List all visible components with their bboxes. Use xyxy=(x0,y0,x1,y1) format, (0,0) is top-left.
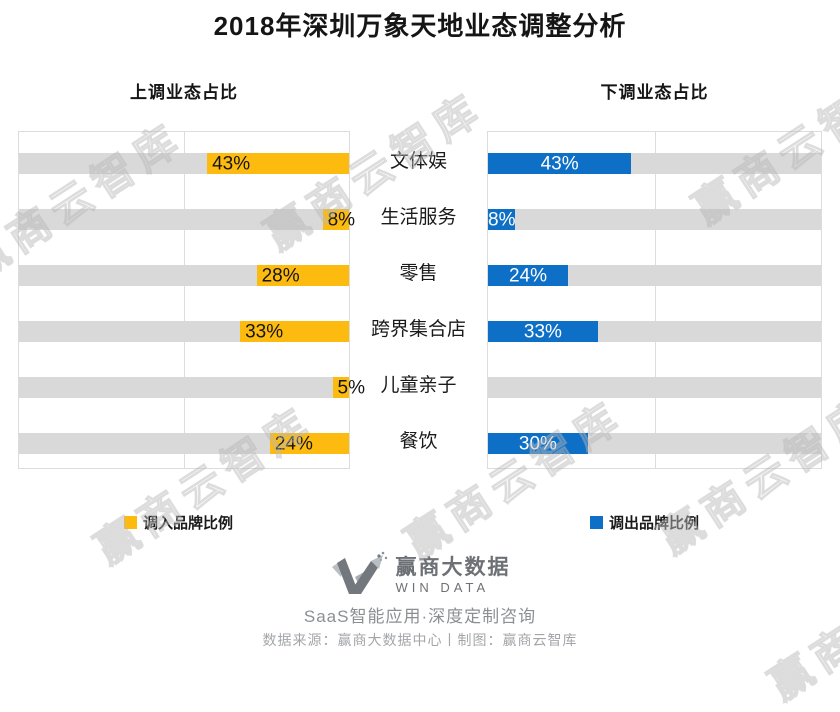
in-bar: 33% xyxy=(240,321,349,342)
left-row: 5% xyxy=(19,356,365,412)
bar-track: 28% xyxy=(19,265,349,286)
out-bar: 8% xyxy=(488,209,515,230)
chart-title: 2018年深圳万象天地业态调整分析 xyxy=(213,11,627,41)
in-bar: 43% xyxy=(207,153,349,174)
bar-value-label: 8% xyxy=(488,209,516,230)
brand-name-en: WIN DATA xyxy=(395,580,490,596)
bar-value-label: 30% xyxy=(518,433,557,454)
category-column: 文体娱生活服务零售跨界集合店儿童亲子餐饮 xyxy=(350,131,487,469)
right-row: 24% xyxy=(488,244,821,300)
category-row: 餐饮 xyxy=(350,411,487,467)
right-row: 8% xyxy=(488,188,821,244)
category-row: 生活服务 xyxy=(350,187,487,243)
legend-label: 调入品牌比例 xyxy=(143,515,234,532)
bar-track: 43% xyxy=(488,153,821,174)
bar-track: 43% xyxy=(19,153,349,174)
bar-value-label: 24% xyxy=(274,433,313,454)
bar-value-label: 33% xyxy=(245,321,284,342)
legend-item-out: 调出品牌比例 xyxy=(590,512,699,533)
category-row: 零售 xyxy=(350,243,487,299)
in-bar: 8% xyxy=(322,209,355,230)
left-row: 28% xyxy=(19,244,349,300)
category-row: 儿童亲子 xyxy=(350,355,487,411)
out-bar: 24% xyxy=(488,265,568,286)
bar-value-label: 43% xyxy=(212,153,251,174)
category-label: 跨界集合店 xyxy=(370,319,466,340)
category-row: 跨界集合店 xyxy=(350,299,487,355)
bar-track: 33% xyxy=(488,321,821,342)
legend-label: 调出品牌比例 xyxy=(609,515,700,532)
left-row: 33% xyxy=(19,300,349,356)
right-row: 33% xyxy=(488,300,821,356)
legend-item-in: 调入品牌比例 xyxy=(124,512,233,533)
bar-track: 24% xyxy=(488,265,821,286)
right-row: 43% xyxy=(488,132,821,188)
win-data-logo-icon xyxy=(330,550,388,603)
legend-swatch-blue xyxy=(590,516,603,529)
out-bar: 43% xyxy=(488,153,632,174)
bar-value-label: 33% xyxy=(523,321,562,342)
bar-track: 30% xyxy=(488,433,821,454)
brand-tagline: SaaS智能应用·深度定制咨询 xyxy=(303,607,537,626)
right-axis-header: 下调业态占比 xyxy=(600,83,709,102)
left-row: 24% xyxy=(19,412,349,468)
legend-swatch-yellow xyxy=(124,516,137,529)
category-label: 文体娱 xyxy=(389,151,447,172)
bar-track: 8% xyxy=(19,209,355,230)
data-source-line: 数据来源：赢商大数据中心丨制图：赢商云智库 xyxy=(262,632,578,648)
in-bar: 28% xyxy=(256,265,349,286)
brand-block: 赢商大数据 WIN DATA xyxy=(0,548,840,604)
out-bar: 33% xyxy=(488,321,598,342)
bar-track: 33% xyxy=(19,321,349,342)
bar-value-label: 24% xyxy=(508,265,547,286)
bar-value-label: 43% xyxy=(540,153,579,174)
bar-track: 5% xyxy=(19,377,365,398)
left-plot: 43% 8% 28% 33% 5% 24% xyxy=(18,131,365,469)
in-bar: 24% xyxy=(269,433,349,454)
category-label: 餐饮 xyxy=(399,431,438,452)
bar-track xyxy=(488,377,821,398)
left-axis-header: 上调业态占比 xyxy=(130,83,238,102)
bar-track: 8% xyxy=(488,209,821,230)
category-row: 文体娱 xyxy=(350,131,487,187)
left-row: 43% xyxy=(19,132,349,188)
category-label: 零售 xyxy=(399,263,438,284)
brand-name-cn: 赢商大数据 xyxy=(395,556,511,580)
left-row: 8% xyxy=(19,188,355,244)
bar-value-label: 8% xyxy=(327,209,356,230)
right-row xyxy=(488,356,821,412)
right-plot: 43% 8% 24% 33% 30% xyxy=(487,131,822,469)
bar-value-label: 28% xyxy=(261,265,300,286)
in-bar: 5% xyxy=(332,377,365,398)
right-row: 30% xyxy=(488,412,821,468)
category-label: 儿童亲子 xyxy=(380,375,457,396)
out-bar: 30% xyxy=(488,433,588,454)
bar-value-label: 5% xyxy=(337,377,365,398)
bar-track: 24% xyxy=(19,433,349,454)
category-label: 生活服务 xyxy=(380,207,457,228)
